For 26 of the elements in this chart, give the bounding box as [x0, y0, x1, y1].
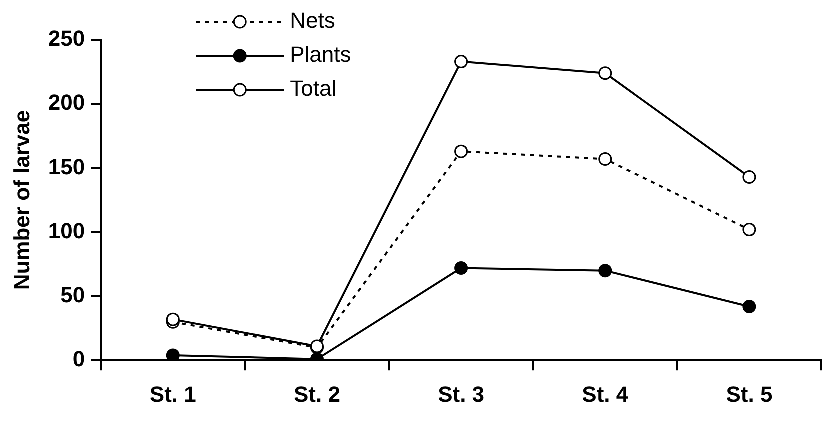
point — [166, 312, 180, 326]
y-tick-label: 150 — [48, 154, 86, 180]
y-tick-label: 50 — [60, 282, 86, 308]
legend-label: Total — [290, 76, 337, 102]
point — [454, 55, 468, 69]
y-axis-title: Number of larvae — [9, 110, 34, 290]
x-tick-label: St. 4 — [582, 382, 630, 407]
y-tick-label: 250 — [48, 26, 86, 52]
point — [454, 262, 468, 276]
legend-label: Nets — [290, 8, 336, 34]
point — [598, 152, 612, 166]
point — [598, 264, 612, 278]
point — [742, 223, 756, 237]
x-tick-label: St. 1 — [150, 382, 196, 407]
y-tick-label: 200 — [48, 90, 86, 116]
point — [166, 348, 180, 361]
x-tick-label: St. 2 — [294, 382, 340, 407]
legend-label: Plants — [290, 42, 352, 68]
y-tick-label: 0 — [72, 346, 86, 372]
point — [598, 66, 612, 80]
y-tick-label: 100 — [48, 218, 86, 244]
point — [742, 300, 756, 314]
point — [454, 144, 468, 158]
point — [742, 170, 756, 184]
x-tick-label: St. 3 — [438, 382, 485, 407]
x-tick-label: St. 5 — [726, 382, 773, 407]
